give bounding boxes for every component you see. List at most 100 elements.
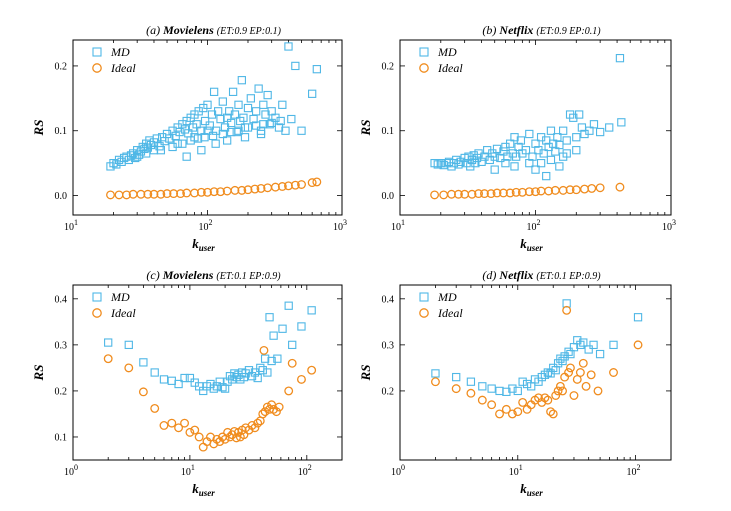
md-point	[227, 118, 236, 128]
ideal-point	[505, 188, 515, 198]
panel-a-xtick-label: 103	[333, 218, 347, 233]
md-point	[173, 139, 182, 148]
panel-c-ytick-label: 0.3	[55, 340, 68, 351]
ideal-point	[536, 186, 546, 196]
panel-b-legend: MD Ideal	[419, 45, 463, 75]
ideal-point	[474, 189, 484, 199]
ideal-point	[492, 188, 502, 198]
ideal-point	[558, 386, 568, 396]
md-point	[254, 84, 263, 93]
ideal-point	[269, 404, 279, 414]
md-point	[258, 366, 267, 375]
ideal-point	[284, 386, 294, 396]
ideal-point	[477, 395, 487, 405]
md-point	[215, 377, 224, 386]
ideal-point	[586, 370, 596, 380]
ideal-point	[297, 374, 306, 384]
legend-md-label: MD	[437, 45, 457, 59]
panel-b-ytick-label: 0.1	[382, 126, 395, 137]
panel-a-legend: MD Ideal	[92, 45, 136, 75]
md-point	[431, 369, 440, 378]
md-point	[250, 368, 260, 377]
legend-ideal-marker	[419, 63, 429, 73]
md-point	[223, 377, 232, 386]
md-point	[284, 42, 293, 51]
ideal-point	[633, 340, 643, 350]
panel-c-xlabel: kuser	[192, 481, 215, 498]
ideal-point	[198, 442, 208, 452]
md-point	[174, 379, 183, 389]
legend-ideal-marker	[92, 63, 102, 73]
panel-b-ytick-label: 0.0	[382, 191, 395, 202]
legend-md-label: MD	[437, 290, 457, 304]
ideal-point	[223, 427, 233, 437]
md-point	[278, 100, 287, 109]
ideal-point	[156, 189, 166, 199]
ideal-point	[209, 187, 219, 197]
ideal-point	[562, 305, 572, 315]
md-point	[267, 356, 276, 366]
md-point	[239, 113, 248, 122]
panel-b: 101 102 103 0.0 0.1 0.2 (b) Netflix (ET:0.9 EP…	[358, 23, 676, 253]
md-point	[518, 377, 527, 386]
panel-b-xtick-label: 102	[527, 218, 541, 233]
md-point	[276, 116, 285, 126]
ideal-point	[439, 190, 449, 200]
ideal-point	[149, 189, 159, 199]
ideal-point	[518, 397, 528, 407]
ideal-point	[216, 187, 225, 197]
ideal-point	[176, 189, 185, 199]
ideal-point	[565, 363, 575, 373]
md-point	[543, 368, 552, 377]
ideal-point	[256, 183, 266, 193]
panel-c-ytick-label: 0.1	[55, 432, 68, 443]
ideal-point	[196, 187, 206, 197]
md-point	[436, 158, 445, 168]
md-point	[278, 324, 287, 333]
md-point	[252, 107, 261, 116]
md-point	[259, 100, 268, 109]
md-point	[203, 126, 212, 135]
md-point	[555, 162, 564, 171]
ideal-point	[507, 409, 517, 419]
md-point	[477, 157, 486, 167]
ideal-point	[486, 189, 496, 199]
ideal-point	[258, 409, 268, 419]
panel-d-ytick-label: 0.4	[382, 294, 395, 305]
ideal-point	[250, 423, 260, 433]
md-point	[553, 359, 563, 368]
ideal-point	[578, 358, 588, 368]
md-point	[633, 313, 643, 322]
legend-md-marker	[92, 47, 102, 57]
ideal-point	[122, 190, 131, 200]
ideal-point	[290, 180, 300, 190]
panel-d-ylabel: RS	[358, 365, 373, 382]
md-point	[133, 152, 142, 161]
md-point	[185, 373, 195, 383]
md-point	[492, 144, 502, 154]
ideal-point	[447, 189, 456, 199]
md-point	[589, 340, 598, 350]
md-point	[617, 118, 626, 127]
md-point	[576, 340, 585, 350]
panel-d-ytick-label: 0.3	[382, 340, 395, 351]
md-point	[256, 363, 265, 373]
md-point	[200, 116, 210, 126]
panel-c-xtick-label: 100	[64, 463, 78, 478]
md-point	[531, 165, 540, 174]
md-point	[263, 90, 272, 100]
ideal-point	[150, 403, 160, 413]
panel-d-series-md	[431, 299, 643, 396]
md-point	[139, 358, 148, 367]
panel-c-xtick-label: 102	[298, 463, 312, 478]
ideal-point	[194, 432, 204, 442]
ideal-point	[593, 386, 603, 396]
md-point	[288, 340, 297, 350]
panel-a-ytick-label: 0.0	[55, 191, 68, 202]
md-point	[146, 140, 156, 150]
md-point	[273, 354, 282, 363]
panel-c-ytick-label: 0.2	[55, 386, 68, 397]
ideal-point	[553, 386, 563, 396]
ideal-point	[136, 189, 146, 199]
ideal-point	[524, 187, 534, 197]
